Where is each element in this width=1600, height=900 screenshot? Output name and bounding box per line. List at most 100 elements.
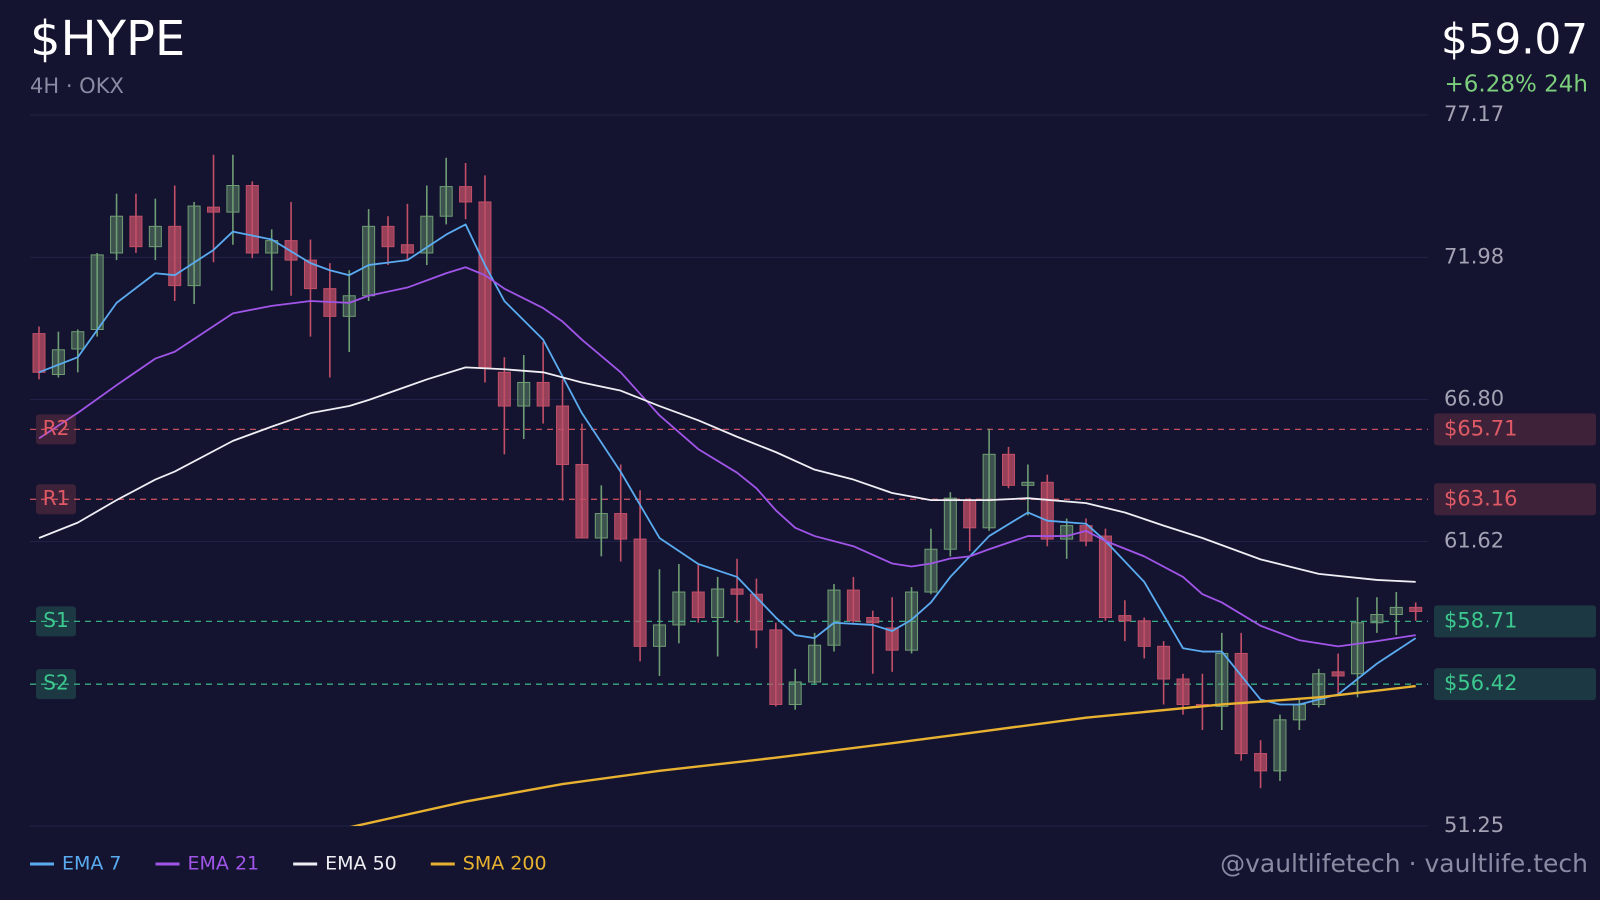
candle-body [1118, 615, 1132, 622]
candle-body [1137, 620, 1151, 647]
level-name: R1 [43, 486, 70, 510]
candle-body [749, 593, 763, 631]
candle-body [827, 589, 841, 646]
candle-body [672, 591, 686, 626]
candle-body [1021, 481, 1035, 486]
level-value-box [1434, 413, 1596, 446]
candle-body [226, 184, 240, 213]
price: $59.07 [1441, 15, 1588, 64]
level-value-label: $65.71 [1444, 416, 1517, 440]
candle-body [614, 513, 628, 540]
grid [30, 114, 1428, 827]
candle-body [924, 548, 938, 593]
level-name: R2 [43, 416, 70, 440]
candle-body [459, 186, 473, 203]
candle-body [652, 624, 666, 647]
candle-body [187, 205, 201, 287]
level-value-label: $58.71 [1444, 608, 1517, 632]
chart-subtitle: 4H · OKX [30, 74, 124, 98]
candle-body [90, 254, 104, 331]
level-value-label: $56.42 [1444, 671, 1517, 695]
candle-body [556, 405, 570, 465]
indicator-line [349, 684, 1416, 826]
y-tick-label: 61.62 [1444, 529, 1504, 553]
candle-body [51, 349, 65, 375]
indicator-line [38, 366, 1416, 583]
indicator-line [38, 223, 1417, 706]
y-tick-label: 71.98 [1444, 244, 1504, 268]
price-change: +6.28% 24h [1445, 72, 1589, 98]
chart-title: $HYPE [30, 11, 185, 67]
candle-body [711, 588, 725, 619]
level-value-label: $63.16 [1444, 486, 1517, 510]
candle-body [866, 617, 880, 624]
level-value-box [1434, 483, 1596, 516]
candle-body [129, 215, 143, 248]
candle-body [885, 627, 899, 651]
candle-body [1157, 645, 1171, 680]
candle-body [633, 538, 647, 647]
candle-body [1098, 535, 1112, 619]
level-value-box [1434, 605, 1596, 638]
indicator-lines [38, 223, 1417, 826]
candle-body [478, 201, 492, 368]
candle-body [769, 629, 783, 705]
candles [32, 154, 1423, 789]
candle-body [400, 244, 414, 254]
candle-body [1409, 606, 1423, 612]
legend-label: SMA 200 [463, 853, 547, 875]
candle-body [788, 681, 802, 705]
candle-body [110, 215, 124, 254]
candle-body [730, 588, 744, 595]
candle-body [71, 331, 85, 350]
candle-body [245, 184, 259, 254]
candle-body [420, 215, 434, 254]
legend: EMA 7 EMA 21 EMA 50 SMA 200 [30, 853, 547, 875]
candle-body [1351, 622, 1365, 675]
candle-body [982, 453, 996, 529]
candle-body [381, 225, 395, 248]
candle-body [1215, 652, 1229, 707]
level-value-box [1434, 668, 1596, 701]
indicator-line [38, 266, 1416, 648]
footer: @vaultlifetech · vaultlife.tech [1220, 849, 1588, 878]
candle-body [303, 259, 317, 290]
candle-body [439, 186, 453, 217]
legend-label: EMA 50 [325, 853, 397, 875]
candle-body [148, 225, 162, 248]
candle-body [32, 333, 46, 373]
level-tag [36, 669, 76, 700]
candle-body [1370, 614, 1384, 624]
y-tick-label: 77.17 [1444, 102, 1504, 126]
candle-body [1254, 753, 1268, 772]
candle-body [497, 371, 511, 407]
legend-label: EMA 7 [62, 853, 122, 875]
labels: 77.17 71.98 66.80 61.62 51.25 R2 $65.71 R1 $63.1… [36, 102, 1596, 837]
candle-body [691, 591, 705, 619]
level-tag [36, 484, 76, 515]
candle-body [1002, 453, 1015, 486]
candle-body [1040, 481, 1054, 540]
candle-body [342, 295, 356, 317]
y-tick-label: 66.80 [1444, 386, 1504, 410]
candle-body [517, 381, 531, 407]
candle-body [808, 644, 822, 683]
level-tag [36, 414, 76, 445]
y-tick-label: 51.25 [1444, 813, 1504, 837]
candle-body [963, 499, 977, 529]
candle-body [265, 240, 279, 254]
legend-label: EMA 21 [188, 853, 260, 875]
candle-body [207, 206, 221, 213]
candle-body [943, 497, 957, 550]
candle-body [1176, 678, 1190, 705]
candle-body [1060, 525, 1074, 540]
candle-body [1389, 606, 1403, 616]
candle-body [536, 381, 550, 407]
level-name: S1 [43, 608, 68, 632]
candle-body [168, 225, 182, 287]
level-tag [36, 606, 76, 637]
candle-body [846, 589, 860, 622]
